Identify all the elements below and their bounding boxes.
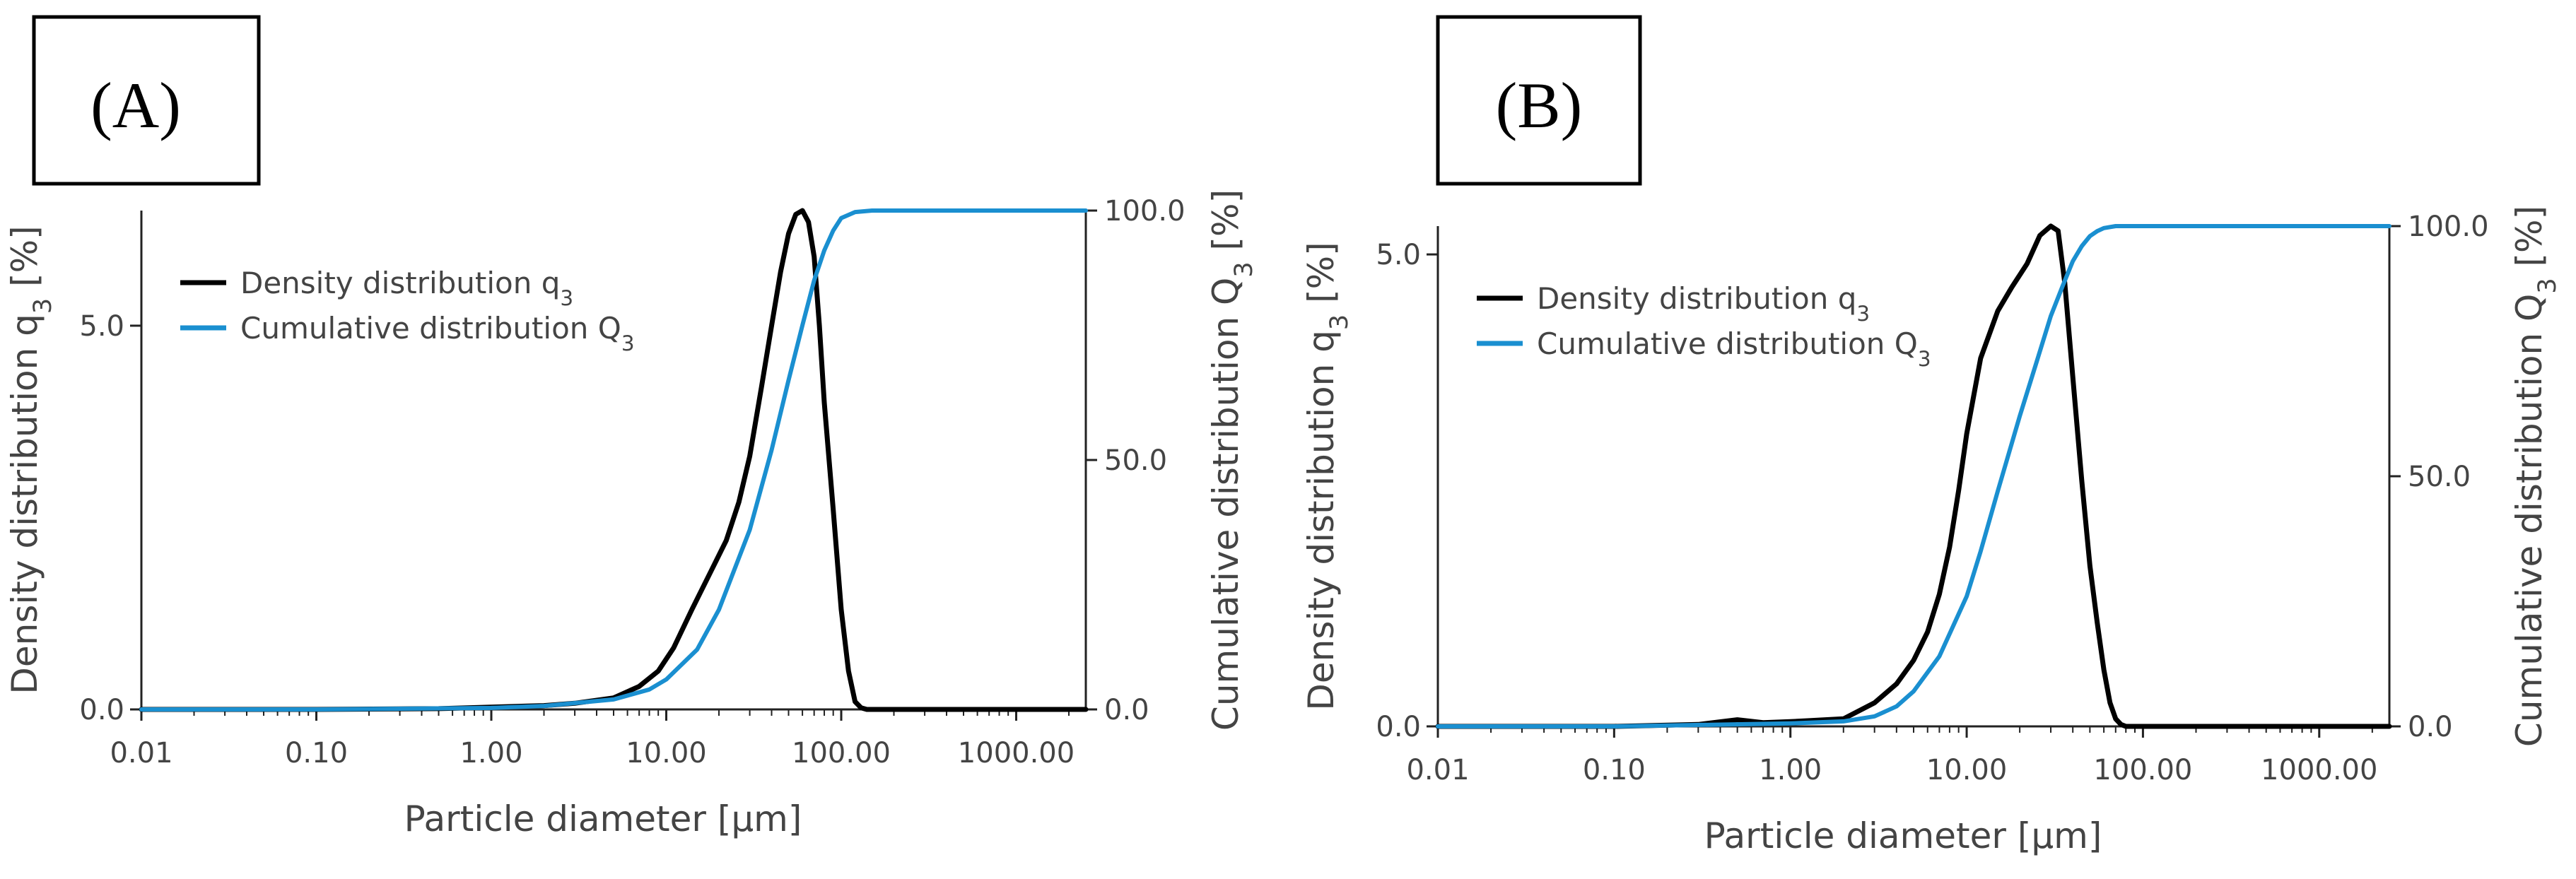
panel-b-label-box	[1436, 15, 1642, 186]
cumulative-series-line	[1436, 224, 2391, 728]
y-right-tick-label: 50.0	[1104, 444, 1167, 477]
legend-density-label: Density distribution q3	[1537, 281, 1870, 326]
y-right-tick-label: 100.0	[2408, 211, 2489, 243]
x-tick-label: 0.10	[285, 737, 348, 769]
x-tick-label: 1000.00	[2261, 754, 2377, 786]
legend-density-label: Density distribution q3	[240, 266, 573, 310]
x-tick-label: 10.00	[626, 737, 707, 769]
y-left-axis-title: Density distribution q3 [%]	[4, 225, 57, 694]
panel-a: (A) 0.01 0.10 1.00 10.00 100.00 1000.00 0.0 5.0…	[4, 15, 1258, 839]
y-left-tick-label: 5.0	[1376, 239, 1421, 271]
x-tick-label: 10.00	[1926, 754, 2008, 786]
x-tick-label: 100.00	[2093, 754, 2192, 786]
panel-a-label-box	[32, 15, 261, 186]
y-left-axis-title: Density distribution q3 [%]	[1301, 242, 1354, 710]
panel-a-label: (A)	[90, 69, 181, 141]
y-left-tick-label: 5.0	[79, 310, 124, 343]
panel-a-plot: 0.01 0.10 1.00 10.00 100.00 1000.00 0.0 5.0 0.0 5…	[4, 189, 1258, 839]
y-right-tick-label: 0.0	[2408, 711, 2453, 743]
x-tick-label: 1000.00	[958, 737, 1075, 769]
x-tick-label: 100.00	[792, 737, 891, 769]
y-left-tick-label: 0.0	[1376, 711, 1421, 743]
legend-cumulative-label: Cumulative distribution Q3	[1537, 326, 1931, 371]
x-tick-label: 1.00	[1759, 754, 1822, 786]
x-tick-label: 0.01	[1406, 754, 1469, 786]
x-tick-label: 0.01	[110, 737, 172, 769]
density-series-line	[1435, 223, 2392, 729]
x-tick-label: 1.00	[459, 737, 522, 769]
x-tick-label: 0.10	[1583, 754, 1646, 786]
legend-cumulative-label: Cumulative distribution Q3	[240, 311, 635, 355]
y-right-tick-label: 100.0	[1104, 195, 1185, 228]
panel-b-label: (B)	[1496, 69, 1583, 141]
x-axis-title: Particle diameter [µm]	[1704, 815, 2102, 856]
y-right-axis-title: Cumulative distribution Q3 [%]	[1205, 189, 1258, 731]
y-right-tick-label: 0.0	[1104, 694, 1149, 726]
x-axis-title: Particle diameter [µm]	[404, 798, 802, 839]
y-right-tick-label: 50.0	[2408, 461, 2471, 493]
panel-b-plot: 0.01 0.10 1.00 10.00 100.00 1000.00 0.0 5.0 0.0 5…	[1301, 206, 2562, 856]
panel-b: (B) 0.01 0.10 1.00 10.00 100.00 1000.00 0.0 5.0…	[1301, 15, 2562, 856]
cumulative-series-line	[139, 208, 1088, 712]
y-left-tick-label: 0.0	[79, 694, 124, 726]
y-right-axis-title: Cumulative distribution Q3 [%]	[2509, 206, 2562, 747]
